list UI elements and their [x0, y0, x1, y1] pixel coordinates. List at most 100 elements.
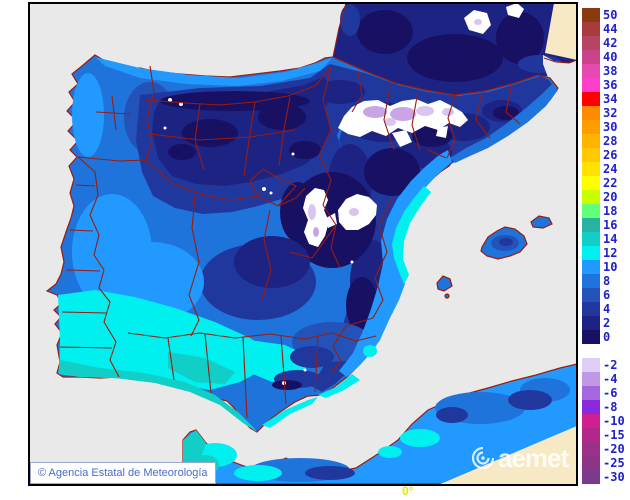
legend-swatch — [582, 386, 600, 400]
watermark-text: aemet — [498, 443, 569, 473]
legend-row: 14 — [582, 232, 625, 246]
longitude-label: 0° — [402, 484, 414, 498]
sierra-nevada — [272, 380, 302, 390]
temperature-map — [30, 4, 576, 484]
legend-row: -8 — [582, 400, 625, 414]
formentera — [444, 293, 450, 299]
legend-label: 36 — [603, 78, 618, 92]
legend-row: 34 — [582, 92, 625, 106]
legend-label: 14 — [603, 232, 618, 246]
legend-swatch — [582, 162, 600, 176]
menorca — [530, 215, 553, 229]
legend-label: 26 — [603, 148, 618, 162]
legend-label: 40 — [603, 50, 618, 64]
central-highlands-snow — [303, 188, 329, 247]
legend-row: 8 — [582, 274, 625, 288]
balearic-islands — [436, 215, 553, 299]
legend-label: 18 — [603, 204, 618, 218]
legend-swatch — [582, 92, 600, 106]
legend-row: 40 — [582, 50, 625, 64]
legend-label: -6 — [603, 386, 618, 400]
legend-swatch — [582, 344, 600, 358]
attribution-text: © Agencia Estatal de Meteorología — [38, 467, 208, 479]
legend-label: 8 — [603, 274, 611, 288]
legend-swatch — [582, 302, 600, 316]
legend-swatch — [582, 274, 600, 288]
legend-row: 24 — [582, 162, 625, 176]
legend-swatch — [582, 204, 600, 218]
legend-swatch — [582, 64, 600, 78]
legend-label: 12 — [603, 246, 618, 260]
legend-label: 32 — [603, 106, 618, 120]
legend-label: 2 — [603, 316, 611, 330]
attribution-box: © Agencia Estatal de Meteorología — [30, 462, 216, 484]
legend-row: 44 — [582, 22, 625, 36]
legend-label: -10 — [603, 414, 625, 428]
legend-swatch — [582, 456, 600, 470]
legend-row: 2 — [582, 316, 625, 330]
legend-swatch — [582, 8, 600, 22]
legend-label: 6 — [603, 288, 611, 302]
legend-row: 0 — [582, 330, 625, 344]
legend-swatch — [582, 148, 600, 162]
legend-label: 28 — [603, 134, 618, 148]
legend-row: 10 — [582, 260, 625, 274]
legend-swatch — [582, 330, 600, 344]
legend-row: -20 — [582, 442, 625, 456]
spain-portugal-border — [77, 156, 120, 378]
legend-label: 44 — [603, 22, 618, 36]
legend-row: 50 — [582, 8, 625, 22]
legend-row: 12 — [582, 246, 625, 260]
gulf-of-lion-sea — [543, 55, 576, 98]
france-med-coast — [543, 57, 576, 64]
legend-label: 4 — [603, 302, 611, 316]
legend-swatch — [582, 372, 600, 386]
legend-row: 6 — [582, 288, 625, 302]
legend-row: 20 — [582, 190, 625, 204]
legend-swatch — [582, 50, 600, 64]
legend-label: -4 — [603, 372, 618, 386]
legend-row: -2 — [582, 358, 625, 372]
legend-swatch — [582, 120, 600, 134]
legend-row: 18 — [582, 204, 625, 218]
legend-swatch — [582, 400, 600, 414]
legend-row: 38 — [582, 64, 625, 78]
legend-row — [582, 344, 625, 358]
legend-label: 42 — [603, 36, 618, 50]
legend-label: -20 — [603, 442, 625, 456]
legend-swatch — [582, 442, 600, 456]
snow-areas — [163, 98, 468, 385]
legend-swatch — [582, 316, 600, 330]
legend-row: 32 — [582, 106, 625, 120]
legend-label: 24 — [603, 162, 618, 176]
legend-swatch — [582, 176, 600, 190]
legend-label: 20 — [603, 190, 618, 204]
legend-swatch — [582, 260, 600, 274]
france-atlantic-coast — [332, 4, 347, 58]
map-frame — [28, 2, 578, 486]
legend-label: 30 — [603, 120, 618, 134]
legend-label: 10 — [603, 260, 618, 274]
legend-label: 34 — [603, 92, 618, 106]
legend-label: -30 — [603, 470, 625, 484]
legend-row: 36 — [582, 78, 625, 92]
legend-label: -25 — [603, 456, 625, 470]
legend: 50 44 42 40 38 36 34 32 30 28 26 24 22 20 18 16 14 12 10 8 6… — [582, 8, 625, 484]
legend-swatch — [582, 246, 600, 260]
legend-label: 16 — [603, 218, 618, 232]
legend-swatch — [582, 428, 600, 442]
legend-row: 28 — [582, 134, 625, 148]
legend-row: 30 — [582, 120, 625, 134]
iberia-region — [45, 54, 559, 433]
legend-row: -15 — [582, 428, 625, 442]
legend-swatch — [582, 358, 600, 372]
legend-label: 0 — [603, 330, 611, 344]
legend-label: -2 — [603, 358, 618, 372]
legend-row: 42 — [582, 36, 625, 50]
legend-row: -6 — [582, 386, 625, 400]
france-snow-area — [506, 4, 524, 18]
legend-row: -4 — [582, 372, 625, 386]
ibiza — [436, 275, 453, 292]
out-of-domain-africa — [440, 426, 576, 484]
